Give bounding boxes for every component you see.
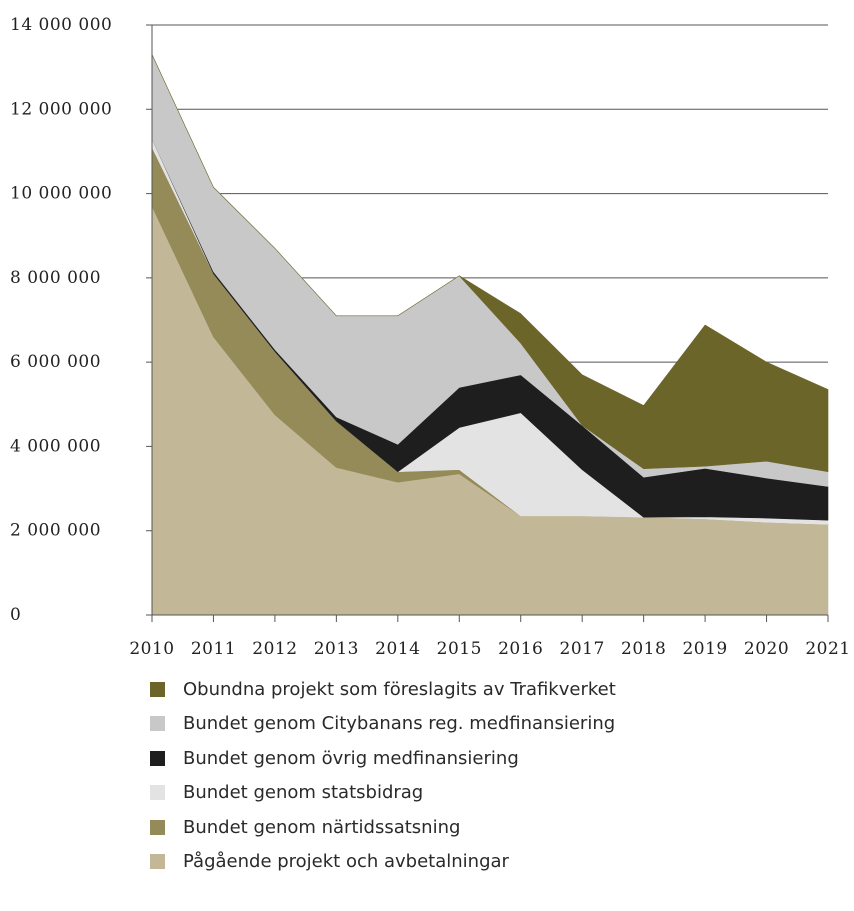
legend-label: Bundet genom närtidssatsning [183, 816, 461, 838]
x-tick-label: 2015 [437, 639, 482, 659]
stacked-area-chart: 0 2 000 000 4 000 000 6 000 000 8 000 000 10 … [10, 15, 850, 659]
y-tick-label: 4 000 000 [10, 436, 101, 456]
legend-item: Bundet genom övrig medfinansiering [150, 741, 840, 776]
legend-swatch [150, 750, 165, 766]
y-tick-label: 8 000 000 [10, 268, 101, 288]
y-tick-label: 12 000 000 [10, 99, 112, 119]
x-tick-label: 2011 [191, 639, 236, 659]
legend-item: Pågående projekt och avbetalningar [150, 845, 840, 880]
legend-swatch [150, 854, 165, 870]
x-tick-label: 2014 [375, 639, 420, 659]
y-tick-label: 2 000 000 [10, 521, 101, 541]
area-series-5 [151, 54, 829, 473]
y-tick-label: 0 [10, 605, 21, 625]
x-tick-label: 2012 [252, 639, 297, 659]
legend-item: Bundet genom statsbidrag [150, 776, 840, 811]
legend-label: Bundet genom övrig medfinansiering [183, 747, 519, 769]
legend-label: Bundet genom Citybanans reg. medfinansie… [183, 713, 616, 735]
legend-swatch [150, 819, 165, 835]
legend-item: Obundna projekt som föreslagits av Trafi… [150, 672, 840, 707]
area-series [151, 54, 829, 616]
legend-item: Bundet genom närtidssatsning [150, 810, 840, 845]
legend: Obundna projekt som föreslagits av Trafi… [150, 672, 840, 879]
x-axis-ticks: 2010 2011 2012 2013 2014 2015 2016 2017 2018 2019… [129, 639, 850, 659]
legend-label: Bundet genom statsbidrag [183, 782, 424, 804]
legend-swatch [150, 681, 165, 697]
x-tick-label: 2021 [805, 639, 850, 659]
legend-label: Pågående projekt och avbetalningar [183, 851, 509, 873]
x-tick-label: 2010 [129, 639, 174, 659]
legend-label: Obundna projekt som föreslagits av Trafi… [183, 678, 616, 700]
x-tick-label: 2013 [314, 639, 359, 659]
x-tick-label: 2020 [744, 639, 789, 659]
axes [146, 25, 829, 622]
x-tick-label: 2017 [560, 639, 605, 659]
y-tick-label: 14 000 000 [10, 15, 112, 35]
x-tick-label: 2018 [621, 639, 666, 659]
legend-swatch [150, 716, 165, 732]
x-tick-label: 2019 [682, 639, 727, 659]
legend-item: Bundet genom Citybanans reg. medfinansie… [150, 707, 840, 742]
y-axis-ticks: 0 2 000 000 4 000 000 6 000 000 8 000 000 10 … [10, 15, 112, 625]
y-tick-label: 6 000 000 [10, 352, 101, 372]
x-tick-label: 2016 [498, 639, 543, 659]
legend-swatch [150, 785, 165, 801]
y-tick-label: 10 000 000 [10, 184, 112, 204]
